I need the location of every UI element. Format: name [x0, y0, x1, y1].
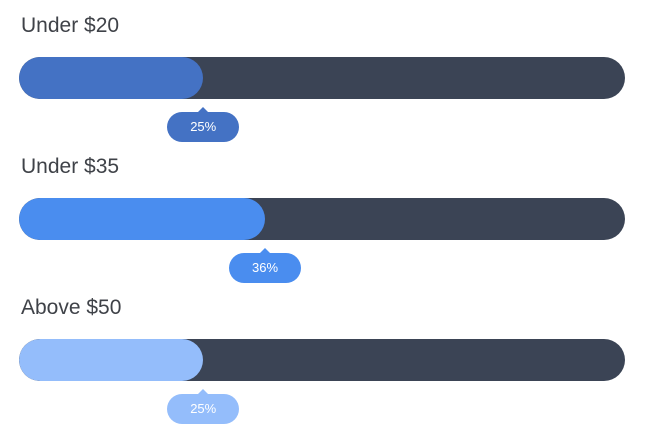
progress-track: [19, 57, 625, 99]
percent-badge: 25%: [167, 107, 240, 142]
progress-track: [19, 198, 625, 240]
badge-pointer-icon: [260, 248, 271, 253]
percent-value: 25%: [190, 119, 217, 134]
progress-fill: [19, 57, 204, 99]
percent-value: 25%: [190, 401, 217, 416]
progress-label: Under $20: [21, 14, 120, 37]
progress-item-under-20: Under $20 25%: [0, 0, 650, 142]
badge-pointer-icon: [198, 389, 209, 394]
progress-fill: [19, 339, 204, 381]
progress-fill: [19, 198, 266, 240]
progress-label: Under $35: [21, 155, 120, 178]
progress-label: Above $50: [21, 296, 122, 319]
percent-value: 36%: [252, 260, 279, 275]
progress-item-above-50: Above $50 25%: [0, 282, 650, 424]
badge-pointer-icon: [198, 107, 209, 112]
percent-badge: 36%: [229, 248, 302, 283]
progress-track: [19, 339, 625, 381]
percent-badge: 25%: [167, 389, 240, 424]
progress-item-under-35: Under $35 36%: [0, 141, 650, 283]
